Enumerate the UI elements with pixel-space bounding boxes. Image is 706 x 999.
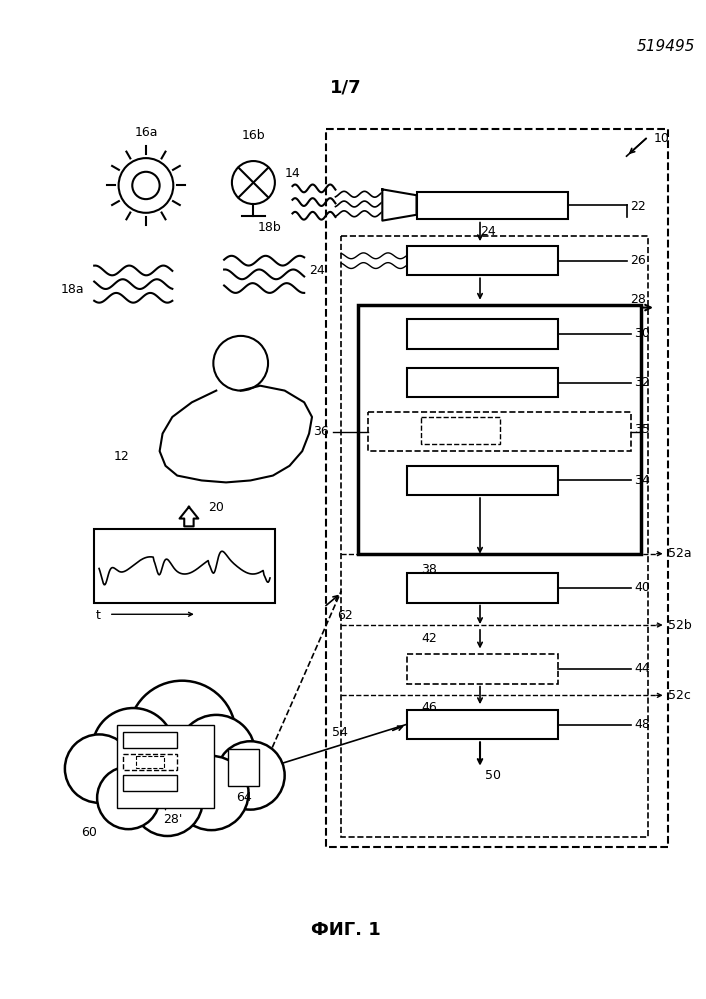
- Text: t: t: [96, 609, 101, 622]
- Bar: [116, 724, 215, 807]
- Circle shape: [216, 741, 285, 809]
- Text: 62: 62: [337, 608, 353, 621]
- Text: 52b: 52b: [668, 618, 691, 631]
- Text: 34: 34: [635, 474, 650, 487]
- Text: 22: 22: [630, 201, 646, 214]
- Text: 50: 50: [485, 768, 501, 781]
- Bar: [407, 246, 558, 276]
- Text: 32: 32: [635, 377, 650, 390]
- Text: 519495: 519495: [636, 39, 695, 54]
- Text: 16b: 16b: [241, 129, 265, 142]
- Text: 26: 26: [630, 254, 646, 267]
- Text: 46: 46: [421, 701, 437, 714]
- Bar: [136, 756, 164, 767]
- Text: 36: 36: [313, 426, 328, 439]
- Text: 14: 14: [285, 167, 300, 180]
- Circle shape: [92, 708, 174, 790]
- Text: 24: 24: [480, 225, 496, 238]
- Bar: [407, 320, 558, 349]
- Circle shape: [65, 734, 133, 803]
- Bar: [228, 749, 259, 786]
- Bar: [124, 732, 177, 748]
- Circle shape: [177, 715, 256, 793]
- Text: 54: 54: [333, 726, 348, 739]
- Text: 18b: 18b: [257, 222, 281, 235]
- Bar: [407, 654, 558, 683]
- Bar: [358, 305, 641, 553]
- Bar: [124, 754, 177, 769]
- Circle shape: [128, 680, 236, 788]
- Text: 1/7: 1/7: [330, 78, 362, 96]
- Text: 44: 44: [635, 662, 650, 675]
- Text: 48: 48: [635, 718, 650, 731]
- Circle shape: [132, 765, 203, 836]
- Text: 12: 12: [114, 450, 129, 463]
- Text: 40: 40: [635, 581, 650, 594]
- Bar: [341, 236, 648, 837]
- Text: 64: 64: [236, 791, 251, 804]
- Text: ФИГ. 1: ФИГ. 1: [311, 921, 381, 939]
- Text: 52c: 52c: [668, 689, 690, 702]
- Text: 28': 28': [162, 812, 182, 825]
- Text: 60: 60: [81, 825, 97, 838]
- Circle shape: [116, 746, 190, 820]
- Bar: [325, 129, 668, 847]
- Text: 16a: 16a: [134, 126, 157, 139]
- Circle shape: [174, 756, 249, 830]
- Text: 52a: 52a: [668, 547, 691, 560]
- Bar: [407, 710, 558, 739]
- Text: 10: 10: [654, 132, 670, 145]
- Polygon shape: [383, 190, 417, 221]
- Text: 42: 42: [421, 631, 437, 644]
- Bar: [124, 775, 177, 791]
- Bar: [407, 466, 558, 496]
- Bar: [421, 417, 500, 445]
- Bar: [368, 412, 631, 452]
- Bar: [407, 368, 558, 398]
- Text: 35: 35: [635, 424, 650, 437]
- Bar: [407, 573, 558, 602]
- Circle shape: [97, 766, 160, 829]
- Text: 28: 28: [630, 294, 646, 307]
- Bar: [94, 529, 275, 602]
- Text: 38: 38: [421, 563, 437, 576]
- Bar: [417, 192, 568, 219]
- Text: 30: 30: [635, 328, 650, 341]
- Text: 18a: 18a: [61, 284, 85, 297]
- Polygon shape: [179, 506, 198, 526]
- Text: 24': 24': [309, 264, 328, 277]
- Text: 20: 20: [208, 501, 225, 514]
